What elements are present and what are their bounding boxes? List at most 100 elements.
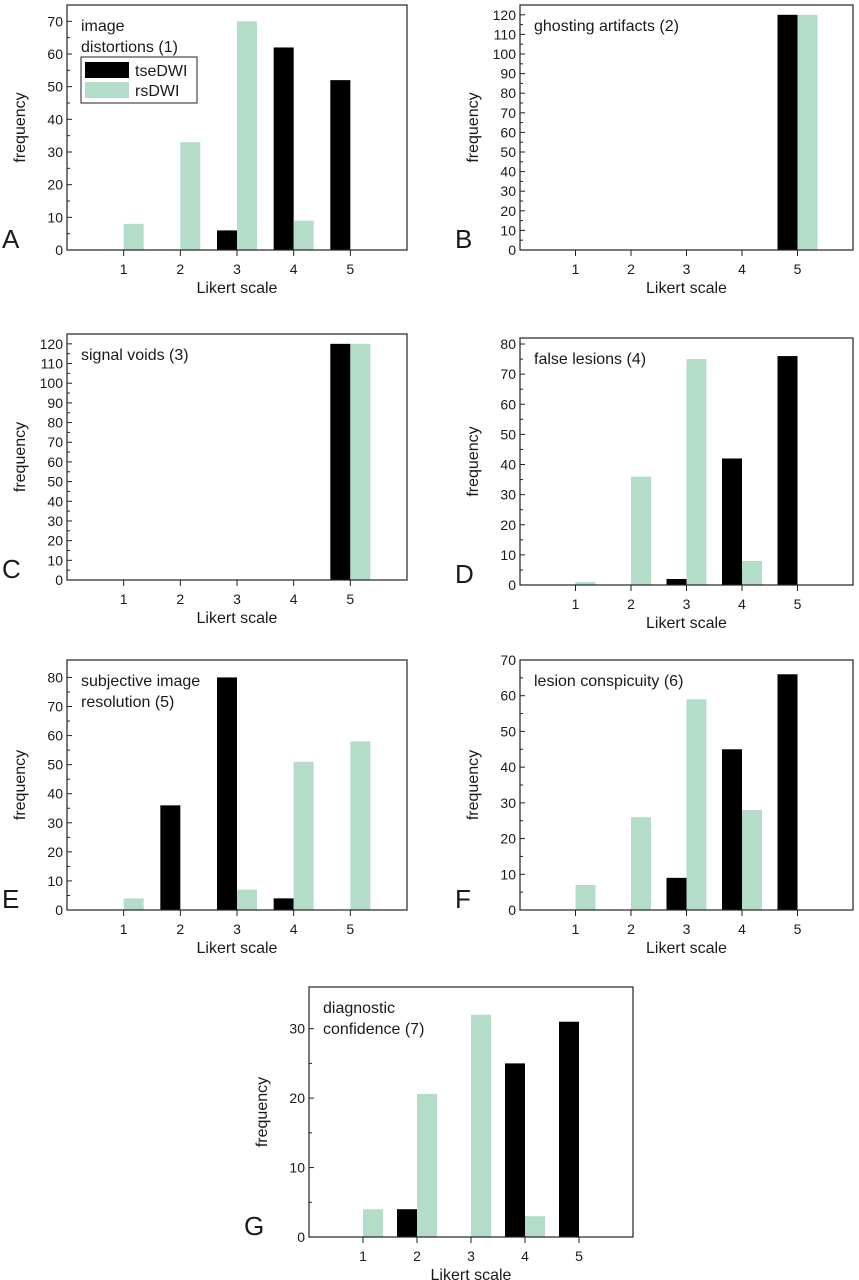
y-tick-label: 80 <box>47 669 63 685</box>
x-tick-label: 3 <box>683 596 691 612</box>
bar-rsDWI-2 <box>631 817 651 910</box>
bar-rsDWI-5 <box>350 343 371 580</box>
y-axis-label: frequency <box>12 422 29 492</box>
x-tick-label: 3 <box>233 591 241 607</box>
x-tick-label: 4 <box>738 596 746 612</box>
bar-rsDWI-3 <box>686 359 707 585</box>
x-axis-label: Likert scale <box>646 615 727 632</box>
x-tick-label: 3 <box>467 1248 475 1264</box>
bar-rsDWI-1 <box>123 898 144 910</box>
x-axis-label: Likert scale <box>197 280 278 297</box>
bar-rsDWI-2 <box>631 476 651 585</box>
x-axis-label: Likert scale <box>197 940 278 957</box>
y-tick-label: 10 <box>47 209 63 225</box>
y-tick-label: 40 <box>500 457 516 473</box>
chart-panel-d: 0 10 20 30 40 50 60 70 80 1 2 3 4 5 Likert scale freque… <box>455 336 854 632</box>
y-tick-label: 60 <box>47 46 63 62</box>
x-tick-label: 2 <box>627 596 635 612</box>
chart-panel-e: 0 10 20 30 40 50 60 70 80 1 2 3 4 5 Likert scale freque… <box>2 659 408 957</box>
panel-letter: D <box>455 559 474 589</box>
bar-tseDWI-4 <box>722 458 742 585</box>
x-tick-label: 3 <box>233 261 241 277</box>
y-tick-label: 0 <box>508 902 516 918</box>
y-tick-label: 60 <box>47 454 63 470</box>
y-axis-label: frequency <box>465 426 482 496</box>
y-tick-label: 20 <box>47 533 63 549</box>
x-tick-label: 4 <box>290 261 298 277</box>
chart-title: lesion conspicuity (6) <box>534 673 683 690</box>
bar-rsDWI-5 <box>350 741 371 910</box>
chart-title: resolution (5) <box>81 694 174 711</box>
bar-rsDWI-3 <box>237 889 257 910</box>
y-tick-label: 30 <box>500 795 516 811</box>
x-tick-label: 3 <box>683 921 691 937</box>
x-tick-label: 5 <box>794 261 802 277</box>
y-tick-label: 50 <box>47 757 63 773</box>
x-tick-label: 5 <box>794 921 802 937</box>
bar-tseDWI-3 <box>217 677 237 910</box>
y-tick-label: 20 <box>500 517 516 533</box>
bar-rsDWI-3 <box>686 699 707 910</box>
bar-rsDWI-4 <box>293 761 314 910</box>
bar-tseDWI-2 <box>160 805 181 910</box>
bar-rsDWI-3 <box>237 21 257 251</box>
y-tick-label: 0 <box>55 242 63 258</box>
x-tick-label: 5 <box>575 1248 583 1264</box>
y-axis-label: frequency <box>254 1077 271 1147</box>
x-tick-label: 3 <box>233 921 241 937</box>
bar-rsDWI-3 <box>471 1014 491 1237</box>
panel-letter: E <box>2 884 19 914</box>
bar-rsDWI-1 <box>575 581 596 585</box>
y-tick-label: 50 <box>500 426 516 442</box>
y-tick-label: 0 <box>55 902 63 918</box>
panel-letter: A <box>2 224 20 254</box>
y-tick-label: 0 <box>297 1229 305 1245</box>
y-tick-label: 70 <box>47 699 63 715</box>
y-tick-label: 70 <box>47 434 63 450</box>
y-tick-label: 40 <box>47 493 63 509</box>
x-tick-label: 1 <box>359 1248 367 1264</box>
x-tick-label: 2 <box>627 921 635 937</box>
y-tick-label: 60 <box>500 124 516 140</box>
bar-rsDWI-4 <box>525 1216 545 1237</box>
bar-tseDWI-5 <box>777 356 798 585</box>
y-tick-label: 60 <box>500 688 516 704</box>
y-tick-label: 40 <box>500 759 516 775</box>
y-axis-label: frequency <box>465 92 482 162</box>
y-tick-label: 20 <box>500 203 516 219</box>
bar-tseDWI-5 <box>777 14 798 250</box>
legend-label: rsDWI <box>135 83 179 100</box>
chart-panel-g: 0 10 20 30 1 2 3 4 5 Likert scale frequency Gdiagno… <box>244 986 634 1280</box>
y-tick-label: 10 <box>500 866 516 882</box>
x-tick-label: 2 <box>176 591 184 607</box>
y-axis-label: frequency <box>12 92 29 162</box>
y-axis-label: frequency <box>465 750 482 820</box>
legend-label: tseDWI <box>135 63 187 80</box>
x-tick-label: 4 <box>738 921 746 937</box>
bar-tseDWI-3 <box>666 578 687 585</box>
y-tick-label: 110 <box>41 356 64 372</box>
y-tick-label: 70 <box>500 105 516 121</box>
y-tick-label: 60 <box>47 728 63 744</box>
y-tick-label: 10 <box>47 873 63 889</box>
y-tick-label: 30 <box>500 183 516 199</box>
bar-tseDWI-5 <box>330 80 351 250</box>
y-tick-label: 70 <box>47 13 63 29</box>
y-tick-label: 120 <box>493 7 517 23</box>
panel-letter: C <box>2 554 21 584</box>
x-tick-label: 5 <box>794 596 802 612</box>
panel-letter: F <box>455 884 471 914</box>
bar-rsDWI-1 <box>123 223 144 250</box>
y-tick-label: 20 <box>47 844 63 860</box>
y-tick-label: 20 <box>289 1090 305 1106</box>
chart-panel-b: 0 10 20 30 40 50 60 70 80 90 100 110 120 1 2 3 4 5 Likert … <box>455 4 854 297</box>
x-tick-label: 3 <box>683 261 691 277</box>
bar-rsDWI-4 <box>293 220 314 250</box>
bar-tseDWI-4 <box>505 1063 525 1237</box>
bar-rsDWI-4 <box>742 560 762 585</box>
y-tick-label: 0 <box>508 577 516 593</box>
x-tick-label: 1 <box>120 261 128 277</box>
x-axis-label: Likert scale <box>431 1267 512 1280</box>
chart-title: confidence (7) <box>323 1021 424 1038</box>
